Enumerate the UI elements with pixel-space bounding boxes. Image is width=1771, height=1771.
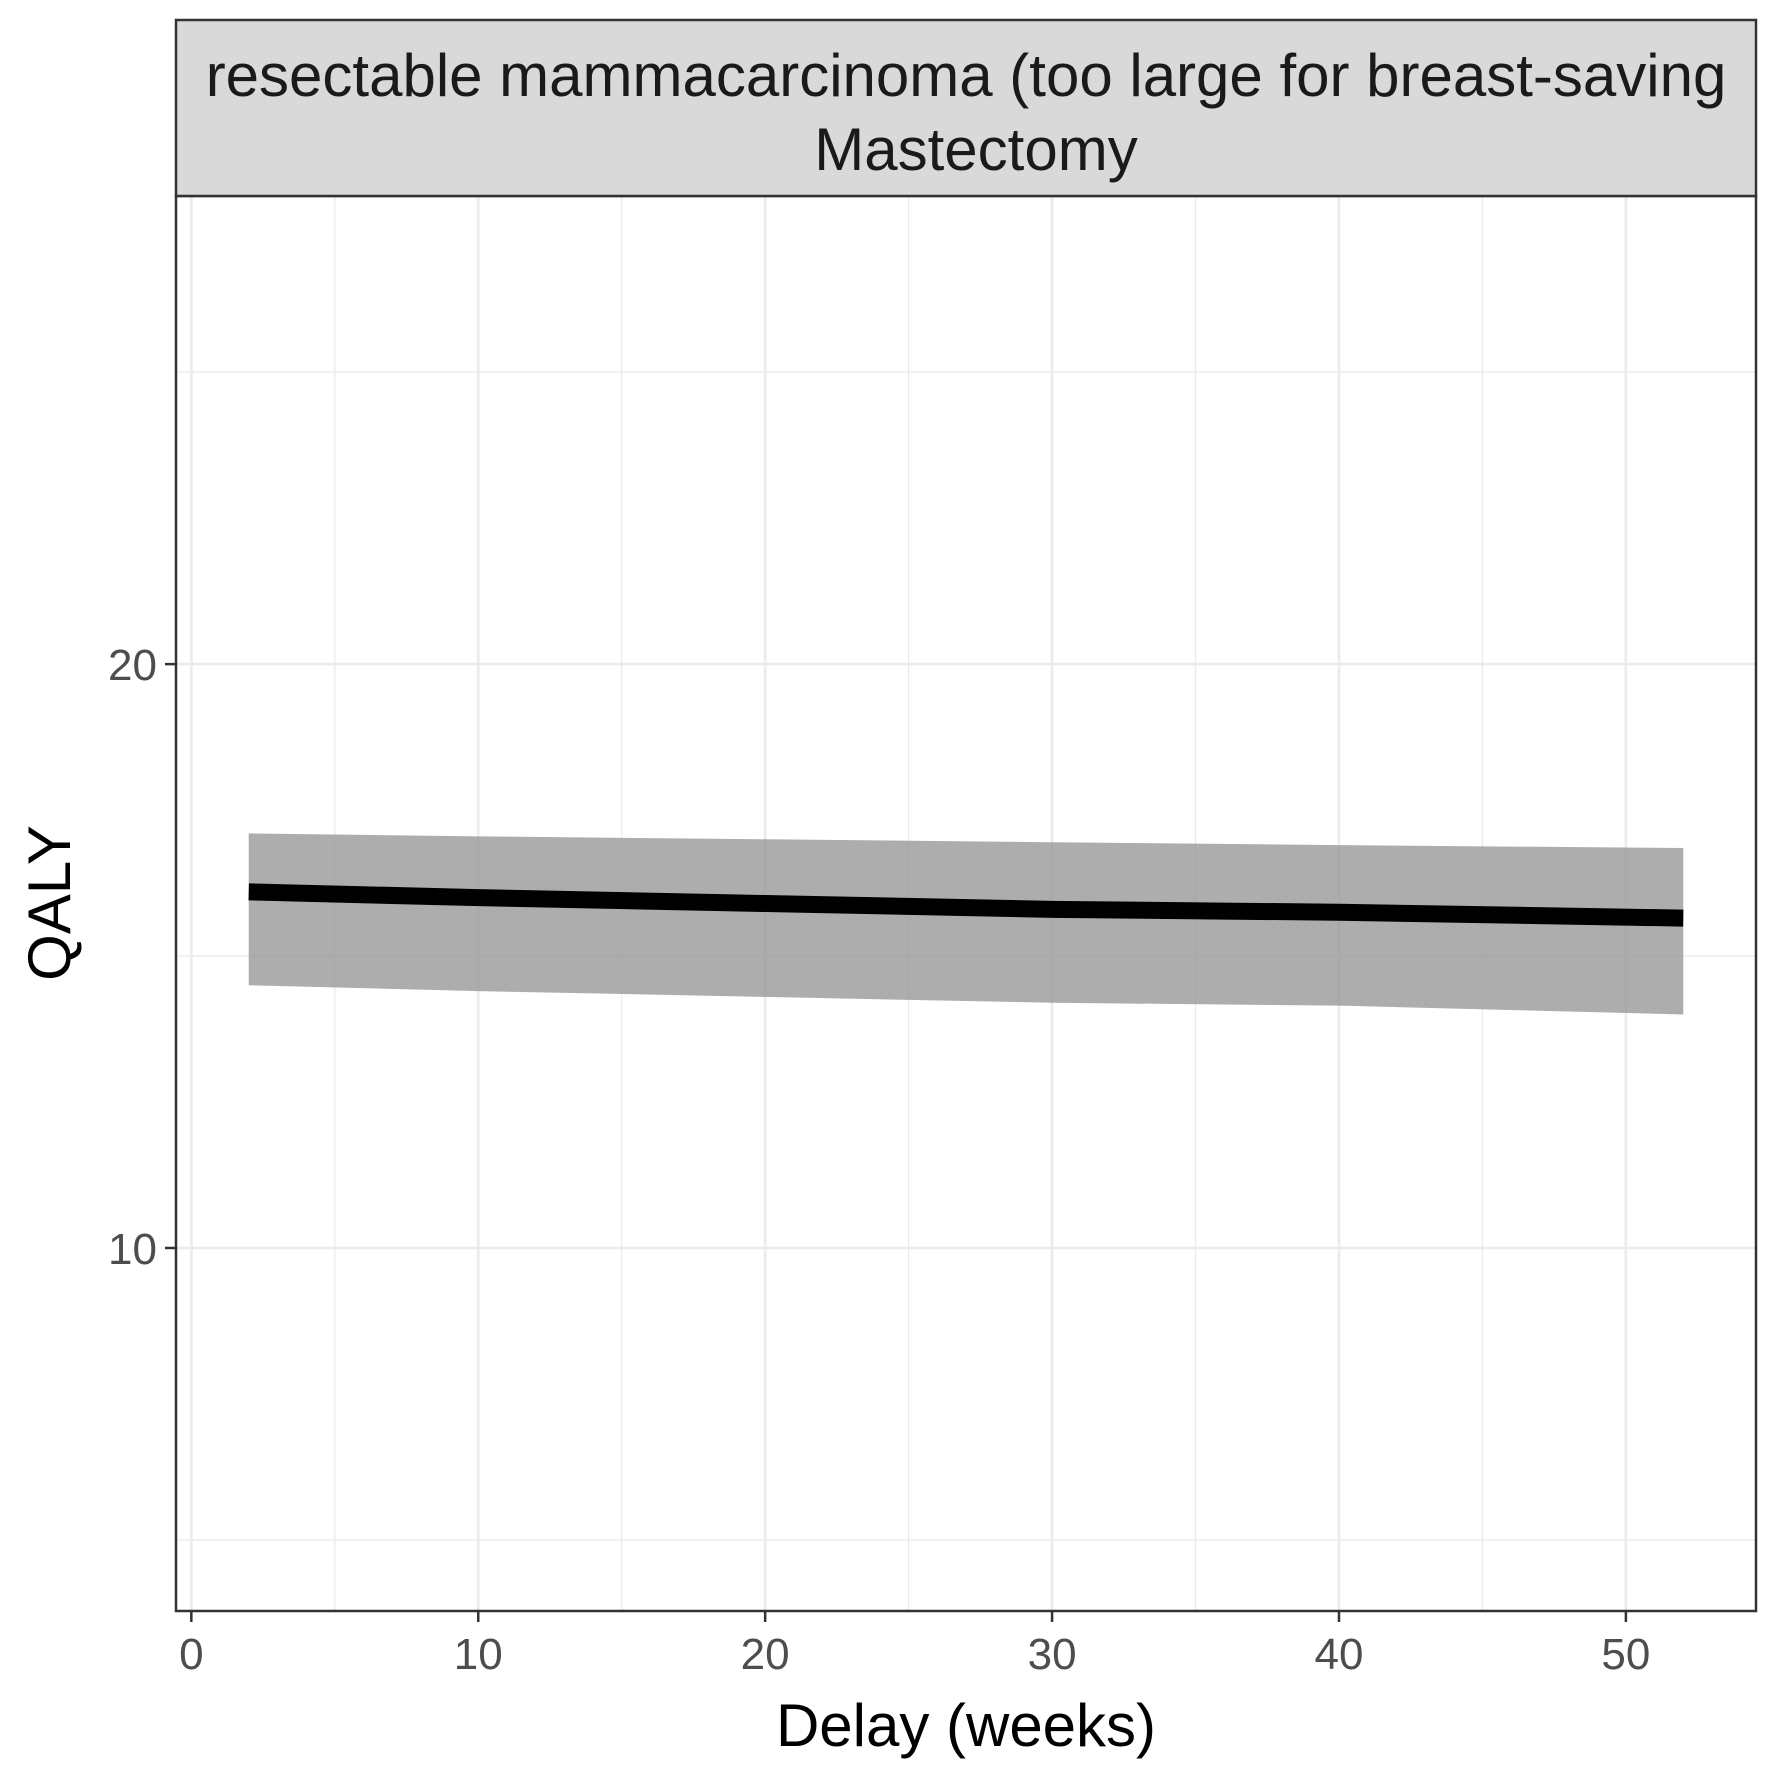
x-axis-title: Delay (weeks) <box>776 1692 1156 1759</box>
y-tick-label: 20 <box>108 641 157 690</box>
confidence-ribbon <box>248 833 1684 1015</box>
series-line <box>248 883 1684 927</box>
y-tick-label: 10 <box>108 1225 157 1274</box>
x-tick-label: 30 <box>1028 1630 1077 1679</box>
facet-strip: resectable mammacarcinoma (too large for… <box>174 18 1758 198</box>
y-axis: 10 20 <box>108 641 176 1274</box>
x-tick-label: 20 <box>741 1630 790 1679</box>
x-axis: 0 10 20 30 40 50 <box>179 1611 1650 1679</box>
x-tick-label: 10 <box>454 1630 503 1679</box>
x-tick-label: 0 <box>179 1630 203 1679</box>
facet-label-line2: Mastectomy <box>814 116 1137 183</box>
x-tick-label: 50 <box>1601 1630 1650 1679</box>
facet-label-line1: resectable mammacarcinoma (too large for… <box>206 42 1727 109</box>
facet-strip-background <box>174 18 1758 198</box>
x-tick-label: 40 <box>1315 1630 1364 1679</box>
y-axis-title: QALY <box>16 825 83 981</box>
data-layer <box>248 833 1684 1015</box>
